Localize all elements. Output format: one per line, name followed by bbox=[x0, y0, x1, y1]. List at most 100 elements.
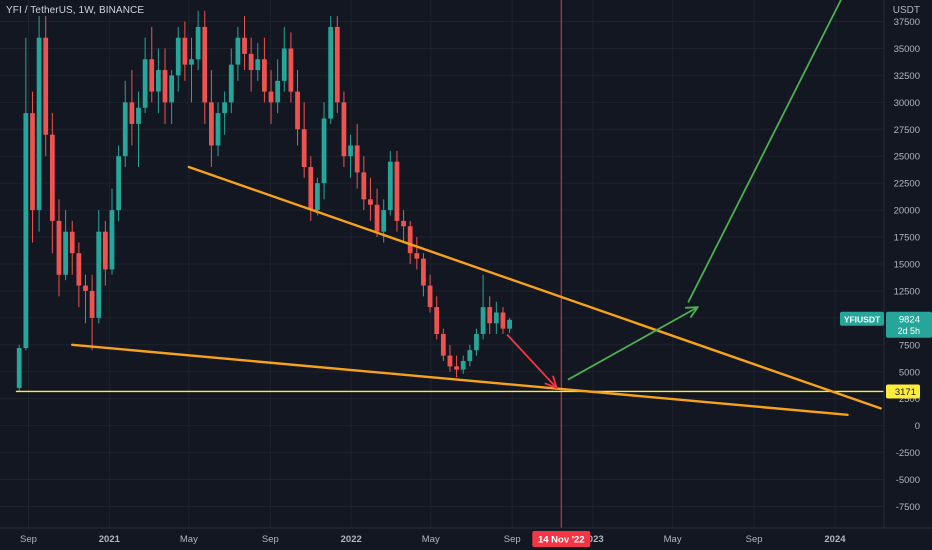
price-axis-label: 37500 bbox=[894, 17, 920, 28]
candle bbox=[16, 344, 22, 392]
candle bbox=[262, 37, 267, 103]
candle bbox=[414, 237, 420, 270]
price-axis-label: 12500 bbox=[894, 286, 920, 297]
candle bbox=[493, 301, 499, 335]
lower-trendline[interactable] bbox=[71, 343, 849, 417]
candle-body bbox=[308, 167, 314, 211]
last-price-box bbox=[886, 311, 932, 338]
candle bbox=[49, 113, 55, 254]
candle-body bbox=[414, 253, 420, 259]
candle-body bbox=[76, 253, 82, 286]
price-axis-label: -5000 bbox=[896, 475, 920, 486]
support-price-label[interactable]: 3171 bbox=[886, 384, 920, 399]
candle-body bbox=[16, 348, 22, 388]
candle-body bbox=[56, 220, 62, 275]
candle bbox=[354, 123, 360, 189]
candle-body bbox=[255, 59, 261, 71]
candle-body bbox=[381, 210, 387, 232]
candle bbox=[427, 274, 433, 313]
time-axis-label: Sep bbox=[262, 534, 279, 545]
candle-body bbox=[215, 113, 221, 146]
price-axis-label: 5000 bbox=[899, 367, 920, 378]
candle bbox=[460, 355, 466, 374]
candle-body bbox=[89, 290, 95, 318]
candle-body bbox=[401, 220, 406, 227]
projection-arrow[interactable] bbox=[567, 306, 699, 381]
candle bbox=[394, 150, 400, 232]
time-axis-label: May bbox=[422, 534, 440, 545]
candle bbox=[129, 70, 135, 146]
projection-arrow-head bbox=[684, 306, 699, 318]
time-axis-label: 2024 bbox=[824, 534, 846, 545]
price-axis-label: 15000 bbox=[894, 260, 920, 271]
candle bbox=[209, 70, 214, 168]
candle-body bbox=[507, 319, 512, 329]
time-axis-label: Sep bbox=[504, 534, 521, 545]
candle bbox=[69, 220, 75, 275]
candle bbox=[136, 91, 141, 168]
candle bbox=[440, 328, 446, 361]
price-axis-label: -2500 bbox=[896, 448, 920, 459]
candle bbox=[315, 177, 320, 216]
candle-body bbox=[102, 231, 108, 270]
candlestick-series bbox=[16, 10, 512, 392]
candle bbox=[288, 32, 294, 103]
support-price-box bbox=[886, 384, 920, 399]
candle bbox=[189, 37, 194, 103]
symbol-price-tag[interactable]: YFIUSDT bbox=[840, 311, 884, 326]
candle bbox=[467, 344, 473, 367]
candle bbox=[116, 145, 122, 221]
candle-body bbox=[341, 102, 347, 157]
candle bbox=[401, 210, 406, 243]
candle bbox=[182, 21, 188, 81]
candle-body bbox=[96, 231, 102, 318]
candle-body bbox=[368, 199, 373, 205]
upper-trendline[interactable] bbox=[187, 165, 882, 410]
candle-body bbox=[500, 312, 506, 329]
candle bbox=[480, 274, 486, 340]
date-marker-label[interactable]: 14 Nov '22 bbox=[532, 531, 591, 547]
candle bbox=[195, 10, 201, 71]
time-axis-label: May bbox=[180, 534, 198, 545]
chart-drawings[interactable] bbox=[15, 0, 884, 528]
candle bbox=[149, 26, 155, 103]
time-axis-label: 2022 bbox=[341, 534, 362, 545]
candle-body bbox=[162, 70, 168, 103]
projection-arrow-extension-shaft bbox=[687, 0, 842, 303]
candle bbox=[407, 220, 413, 264]
candle bbox=[500, 307, 506, 335]
candle-body bbox=[421, 258, 426, 286]
candle bbox=[89, 274, 95, 351]
price-axis-label: 2500 bbox=[899, 394, 920, 405]
candle-body bbox=[394, 161, 400, 221]
candle bbox=[30, 91, 35, 243]
candle-body bbox=[487, 307, 493, 324]
date-marker-text: 14 Nov '22 bbox=[538, 535, 585, 546]
candle-body bbox=[83, 285, 88, 291]
candle bbox=[507, 317, 512, 333]
projection-arrow-extension[interactable] bbox=[687, 0, 842, 303]
candle-body bbox=[427, 285, 433, 308]
candle bbox=[83, 274, 88, 324]
price-axis-label: 0 bbox=[915, 421, 920, 432]
candle-body bbox=[175, 37, 181, 76]
candle-body bbox=[328, 26, 334, 119]
candle bbox=[368, 177, 373, 221]
candle-body bbox=[354, 145, 360, 173]
symbol-title[interactable]: YFI / TetherUS, 1W, BINANCE bbox=[6, 5, 145, 16]
candle-body bbox=[36, 37, 42, 211]
drop-arrow[interactable] bbox=[506, 334, 558, 389]
candle-body bbox=[348, 145, 353, 157]
candle-body bbox=[43, 37, 49, 135]
price-axis-label: 27500 bbox=[894, 125, 920, 136]
candle-body bbox=[155, 70, 161, 92]
support-price-value: 3171 bbox=[895, 387, 916, 398]
candle-body bbox=[242, 37, 247, 54]
last-price-value: 9824 bbox=[899, 314, 920, 325]
candle bbox=[43, 16, 49, 157]
